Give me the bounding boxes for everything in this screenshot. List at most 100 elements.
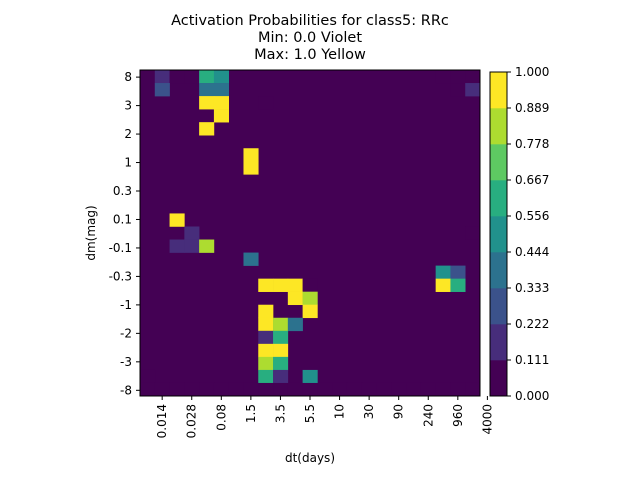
x-tick-label: 0.014 bbox=[155, 404, 169, 438]
heatmap-cell bbox=[213, 109, 229, 123]
heatmap-cell bbox=[450, 70, 466, 84]
heatmap-cell bbox=[213, 83, 229, 97]
heatmap-cell bbox=[169, 70, 185, 84]
x-tick-label: 3.5 bbox=[273, 404, 287, 423]
x-tick-label: 240 bbox=[421, 404, 435, 427]
heatmap-cell bbox=[213, 382, 229, 397]
colorbar-tick-label: 0.333 bbox=[515, 281, 549, 295]
heatmap-cell bbox=[184, 70, 200, 84]
heatmap-cell bbox=[302, 382, 318, 397]
title-line: Min: 0.0 Violet bbox=[258, 30, 362, 46]
heatmap-cell bbox=[361, 382, 377, 397]
heatmap-cell bbox=[258, 330, 274, 345]
heatmap-cell bbox=[199, 70, 215, 84]
x-tick-label: 30 bbox=[362, 404, 376, 419]
heatmap-grid bbox=[139, 69, 481, 397]
heatmap-cell bbox=[258, 382, 274, 397]
heatmap-cell bbox=[287, 382, 303, 397]
heatmap-cell bbox=[346, 382, 363, 397]
colorbar-segment bbox=[490, 108, 507, 145]
heatmap-cell bbox=[169, 213, 185, 227]
colorbar-tick-label: 0.556 bbox=[515, 209, 549, 223]
heatmap-cell bbox=[199, 239, 215, 253]
heatmap-cell bbox=[169, 239, 185, 253]
heatmap-cell bbox=[273, 330, 289, 345]
title-line: Activation Probabilities for class5: RRc bbox=[171, 13, 449, 29]
heatmap-cell bbox=[465, 382, 481, 397]
heatmap-cell bbox=[287, 317, 303, 332]
heatmap-cell bbox=[302, 278, 318, 292]
heatmap-cell bbox=[258, 96, 274, 110]
heatmap-cell bbox=[258, 278, 274, 292]
heatmap-cell bbox=[154, 382, 170, 397]
heatmap-cell bbox=[332, 382, 348, 397]
x-tick-label: 5.5 bbox=[303, 404, 317, 423]
colorbar-tick-label: 1.000 bbox=[515, 65, 549, 79]
heatmap-cell bbox=[169, 382, 185, 397]
x-tick-label: 4000 bbox=[480, 404, 494, 435]
heatmap-cell bbox=[273, 356, 289, 371]
heatmap-cell bbox=[273, 382, 289, 397]
colorbar-tick-label: 0.111 bbox=[515, 353, 549, 367]
colorbar-tick-label: 0.889 bbox=[515, 101, 549, 115]
colorbar-segment bbox=[490, 180, 507, 217]
y-axis: 8 3 2 1 0.3 0.1 -0.1 -0.3 -1 -2 -3 -8 bbox=[109, 70, 140, 397]
colorbar-tick-label: 0.778 bbox=[515, 137, 549, 151]
y-tick-label: -2 bbox=[120, 326, 132, 340]
heatmap-cell bbox=[273, 278, 289, 292]
heatmap-cell bbox=[258, 343, 274, 358]
x-tick-label: 1.5 bbox=[244, 404, 258, 423]
colorbar-tick-label: 0.667 bbox=[515, 173, 549, 187]
title-line: Max: 1.0 Yellow bbox=[254, 47, 366, 63]
colorbar-tick-label: 0.222 bbox=[515, 317, 549, 331]
heatmap-cell bbox=[450, 83, 466, 97]
heatmap-cell bbox=[465, 70, 481, 84]
y-tick-label: -3 bbox=[120, 355, 132, 369]
heatmap-cell bbox=[391, 382, 407, 397]
heatmap-cell bbox=[243, 161, 259, 175]
heatmap-cell bbox=[258, 356, 274, 371]
colorbar-tick-label: 0.000 bbox=[515, 389, 549, 403]
heatmap-cell bbox=[420, 382, 436, 397]
x-tick-label: 960 bbox=[451, 404, 465, 427]
heatmap-cell bbox=[228, 382, 244, 397]
y-tick-label: 0.1 bbox=[113, 212, 132, 226]
x-tick-label: 90 bbox=[392, 404, 406, 419]
heatmap-cell bbox=[243, 148, 259, 162]
heatmap-cell bbox=[243, 382, 259, 397]
y-tick-label: -0.1 bbox=[109, 241, 132, 255]
y-tick-label: -1 bbox=[120, 298, 132, 312]
colorbar-segment bbox=[490, 216, 507, 253]
y-tick-label: -0.3 bbox=[109, 269, 132, 283]
heatmap-cell bbox=[199, 382, 215, 397]
x-tick-label: 0.028 bbox=[185, 404, 199, 438]
colorbar-tick-label: 0.444 bbox=[515, 245, 549, 259]
heatmap-cell bbox=[406, 382, 422, 397]
colorbar: 1.000 0.889 0.778 0.667 0.556 0.444 0.333 0.222… bbox=[489, 65, 549, 403]
colorbar-frame bbox=[489, 71, 508, 397]
y-tick-label: 3 bbox=[124, 99, 132, 113]
heatmap-cell bbox=[435, 70, 451, 84]
y-tick-label: -8 bbox=[120, 383, 132, 397]
colorbar-segment bbox=[490, 324, 507, 361]
colorbar-segment bbox=[490, 288, 507, 325]
y-tick-label: 1 bbox=[124, 156, 132, 170]
colorbar-segment bbox=[490, 144, 507, 181]
heatmap-cell bbox=[317, 382, 333, 397]
heatmap-cell bbox=[258, 317, 274, 332]
heatmap-cell bbox=[184, 226, 200, 240]
heatmap-cell bbox=[199, 122, 215, 136]
heatmap-cell bbox=[450, 382, 466, 397]
heatmap-cell bbox=[199, 96, 215, 110]
heatmap-cell bbox=[465, 83, 481, 97]
heatmap-cell bbox=[140, 369, 156, 384]
colorbar-segment bbox=[490, 360, 507, 397]
heatmap-cell bbox=[435, 278, 451, 292]
heatmap-cell bbox=[273, 369, 289, 384]
y-tick-label: 0.3 bbox=[113, 184, 132, 198]
heatmap-cell bbox=[302, 369, 318, 384]
heatmap-cell bbox=[273, 317, 289, 332]
heatmap-cell bbox=[184, 382, 200, 397]
x-tick-label: 0.08 bbox=[214, 404, 228, 431]
